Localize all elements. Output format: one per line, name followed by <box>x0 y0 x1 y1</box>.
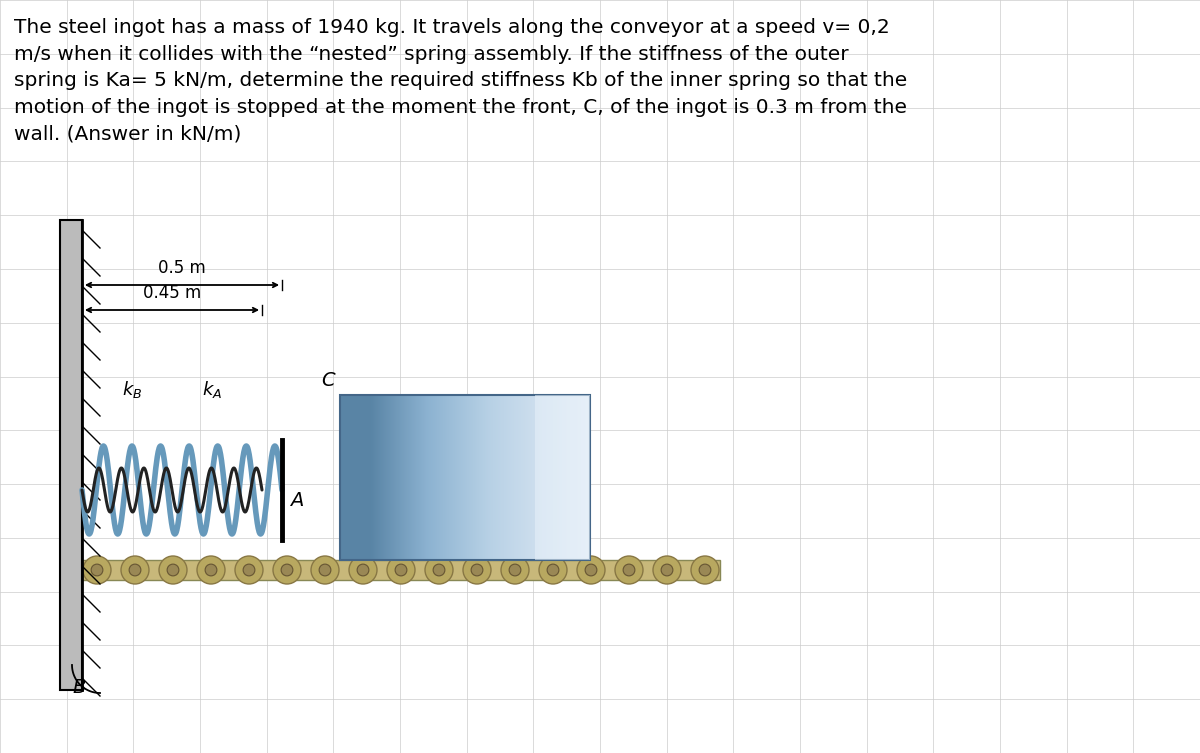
Circle shape <box>623 564 635 576</box>
Circle shape <box>509 564 521 576</box>
Circle shape <box>386 556 415 584</box>
Circle shape <box>167 564 179 576</box>
Bar <box>535 395 590 560</box>
Circle shape <box>691 556 719 584</box>
Circle shape <box>349 556 377 584</box>
Circle shape <box>661 564 673 576</box>
Circle shape <box>700 564 710 576</box>
Circle shape <box>463 556 491 584</box>
Text: B: B <box>72 678 85 697</box>
Circle shape <box>121 556 149 584</box>
Circle shape <box>502 556 529 584</box>
Bar <box>82 560 720 580</box>
Text: $k_A$: $k_A$ <box>202 379 222 400</box>
Circle shape <box>653 556 682 584</box>
Circle shape <box>395 564 407 576</box>
Circle shape <box>244 564 254 576</box>
Circle shape <box>197 556 226 584</box>
Circle shape <box>319 564 331 576</box>
Text: $k_B$: $k_B$ <box>122 379 142 400</box>
Text: The steel ingot has a mass of 1940 kg. It travels along the conveyor at a speed : The steel ingot has a mass of 1940 kg. I… <box>14 18 907 143</box>
Circle shape <box>586 564 596 576</box>
Bar <box>60 220 82 690</box>
Text: A: A <box>290 490 304 510</box>
Circle shape <box>130 564 140 576</box>
Circle shape <box>311 556 340 584</box>
Text: 0.45 m: 0.45 m <box>143 284 202 302</box>
Circle shape <box>616 556 643 584</box>
Circle shape <box>235 556 263 584</box>
Circle shape <box>577 556 605 584</box>
Text: 0.5 m: 0.5 m <box>158 259 206 277</box>
Circle shape <box>539 556 568 584</box>
Circle shape <box>158 556 187 584</box>
Circle shape <box>91 564 103 576</box>
Circle shape <box>205 564 217 576</box>
Text: C: C <box>322 371 335 390</box>
Circle shape <box>433 564 445 576</box>
Circle shape <box>83 556 112 584</box>
Circle shape <box>274 556 301 584</box>
Circle shape <box>281 564 293 576</box>
Circle shape <box>425 556 454 584</box>
Bar <box>340 395 590 560</box>
Circle shape <box>547 564 559 576</box>
Circle shape <box>472 564 482 576</box>
Circle shape <box>358 564 368 576</box>
